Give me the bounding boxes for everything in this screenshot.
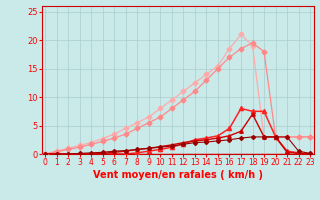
X-axis label: Vent moyen/en rafales ( km/h ): Vent moyen/en rafales ( km/h ) (92, 170, 263, 180)
